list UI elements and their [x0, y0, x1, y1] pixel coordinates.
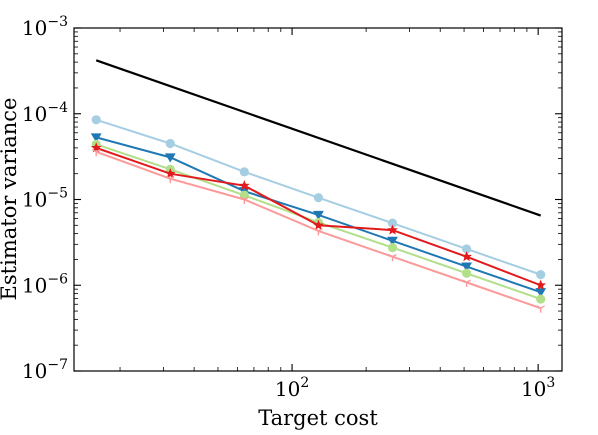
data-point: [462, 268, 472, 278]
data-point: [461, 251, 472, 262]
data-point: [462, 279, 471, 287]
data-point: [91, 115, 101, 125]
x-tick-label: 103: [521, 375, 555, 401]
x-axis-title: Target cost: [258, 406, 378, 430]
data-point: [536, 270, 546, 280]
data-point: [387, 218, 398, 228]
data-point: [536, 305, 545, 313]
y-axis-title: Estimator variance: [0, 98, 21, 301]
data-point: [240, 196, 249, 204]
data-point: [166, 175, 175, 184]
data-point: [164, 168, 176, 179]
data-point: [90, 142, 102, 153]
y-tick-marks: 10−7 10−6 10−5 10−4 10−3: [22, 14, 562, 383]
data-point: [535, 279, 547, 290]
data-point: [313, 219, 324, 230]
data-point: [239, 180, 250, 191]
data-point: [90, 133, 102, 143]
series-line: [95, 150, 542, 310]
data-point: [165, 138, 175, 149]
y-tick-label: 10−3: [22, 14, 68, 40]
series: [90, 133, 547, 298]
data-point: [387, 224, 398, 235]
series: [91, 148, 545, 313]
data-point: [461, 262, 473, 272]
data-point: [535, 288, 547, 298]
series-line: [95, 59, 542, 217]
plot-area: [90, 59, 547, 313]
data-point: [313, 210, 324, 221]
data-point: [387, 236, 398, 246]
series: [90, 142, 547, 290]
y-tick-label: 10−5: [22, 186, 68, 212]
data-point: [387, 242, 398, 253]
x-tick-label: 102: [275, 375, 309, 401]
series: [95, 59, 542, 217]
data-point: [314, 228, 323, 236]
data-point: [164, 153, 176, 163]
data-point: [536, 294, 546, 304]
data-point: [91, 148, 101, 157]
series: [91, 115, 546, 280]
y-tick-label: 10−4: [22, 100, 68, 126]
data-point: [388, 253, 397, 262]
x-tick-marks: 102 103: [119, 28, 555, 401]
data-point: [239, 167, 249, 177]
y-tick-label: 10−7: [22, 357, 68, 383]
data-point: [313, 193, 324, 203]
y-tick-label: 10−6: [22, 271, 68, 297]
data-point: [462, 244, 472, 254]
